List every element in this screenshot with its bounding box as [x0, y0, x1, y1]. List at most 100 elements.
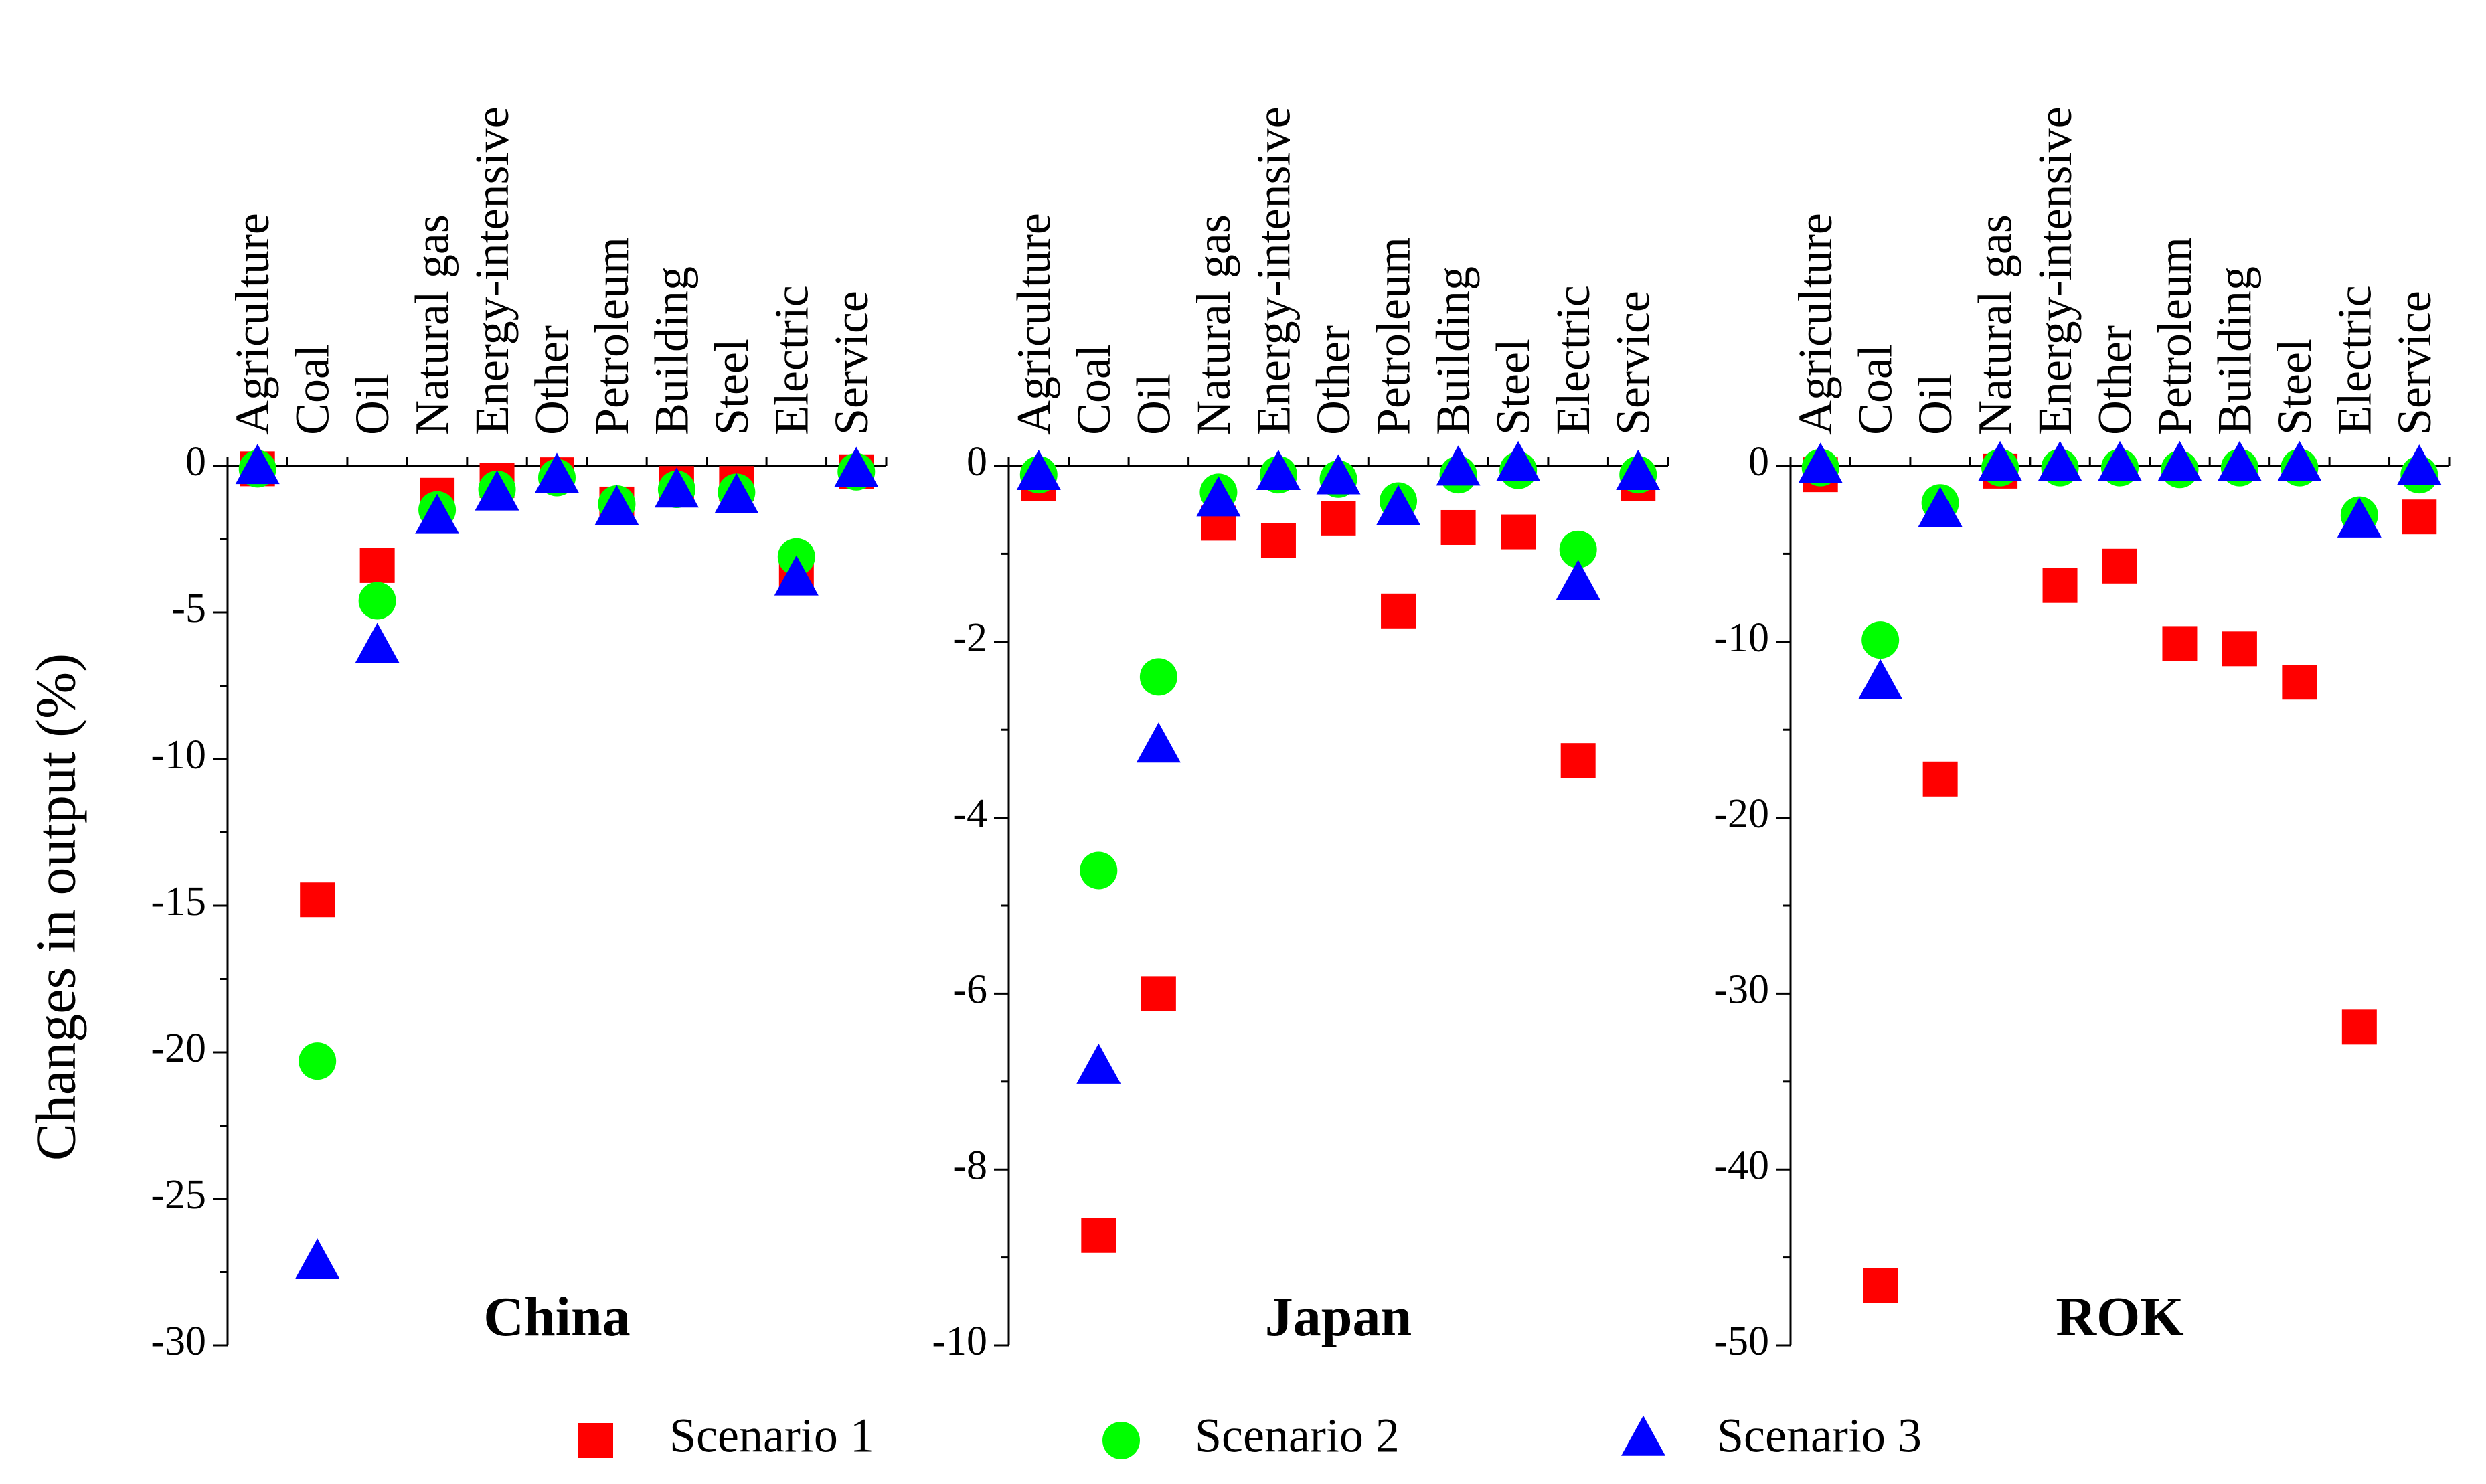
y-tick-label: -30 — [151, 1319, 206, 1364]
data-point — [535, 452, 579, 493]
data-point — [2102, 548, 2137, 584]
data-point — [2341, 1009, 2377, 1045]
data-point — [2162, 626, 2198, 661]
category-label: Steel — [2268, 339, 2321, 435]
data-point — [2042, 568, 2078, 603]
legend-label: Scenario 3 — [1717, 1409, 1922, 1463]
category-label: Petroleum — [1367, 237, 1420, 435]
data-point — [355, 623, 400, 663]
y-tick-label: -10 — [151, 732, 206, 778]
category-label: Other — [1307, 325, 1360, 435]
legend-item: Scenario 1 — [578, 1409, 874, 1463]
category-label: Coal — [1067, 344, 1121, 435]
panel-title: Japan — [1265, 1286, 1412, 1348]
category-label: Building — [2208, 266, 2261, 435]
category-label: Electric — [2327, 285, 2381, 435]
data-point — [1559, 530, 1597, 568]
data-point — [235, 444, 280, 485]
y-tick-label: -20 — [151, 1025, 206, 1071]
data-point — [475, 470, 519, 511]
y-tick-label: -8 — [952, 1143, 987, 1188]
category-label: Oil — [1127, 374, 1180, 435]
panel-title: ROK — [2056, 1286, 2183, 1348]
data-point — [2397, 444, 2442, 485]
y-tick-label: -50 — [1714, 1319, 1769, 1364]
y-tick-label: -30 — [1714, 967, 1769, 1013]
category-label: Building — [645, 266, 698, 435]
data-point — [1436, 445, 1481, 486]
data-point — [1376, 485, 1421, 525]
data-point — [2282, 665, 2317, 700]
category-label: Other — [2088, 325, 2142, 435]
category-label: Electric — [1546, 285, 1600, 435]
data-point — [1196, 476, 1241, 517]
category-label: Natural gas — [1187, 214, 1240, 435]
legend-marker — [578, 1423, 613, 1458]
data-point — [1260, 523, 1296, 558]
category-label: Building — [1426, 266, 1480, 435]
data-point — [714, 473, 759, 513]
panel-title: China — [483, 1286, 630, 1348]
data-point — [1501, 514, 1536, 550]
data-point — [654, 467, 699, 508]
y-tick-label: 0 — [185, 439, 206, 485]
data-point — [299, 1042, 337, 1080]
data-point — [300, 882, 335, 918]
y-tick-label: 0 — [1748, 439, 1769, 485]
data-point — [1556, 560, 1600, 600]
category-label: Natural gas — [1969, 214, 2022, 435]
data-point — [1560, 743, 1596, 778]
y-tick-label: -15 — [151, 879, 206, 924]
y-tick-label: -10 — [932, 1319, 987, 1364]
category-label: Petroleum — [585, 237, 639, 435]
category-label: Agriculture — [1789, 213, 1842, 435]
data-point — [834, 446, 879, 487]
category-label: Oil — [1908, 374, 1962, 435]
category-label: Agriculture — [1007, 213, 1060, 435]
data-point — [295, 1238, 340, 1279]
data-point — [1440, 509, 1476, 545]
data-point — [1978, 440, 2023, 481]
legend-marker — [1621, 1415, 1665, 1456]
data-point — [358, 582, 396, 620]
data-point — [1141, 976, 1176, 1011]
data-point — [1080, 851, 1118, 890]
data-point — [1861, 621, 1900, 659]
category-label: Petroleum — [2148, 237, 2202, 435]
data-point — [1076, 1043, 1121, 1084]
data-point — [2038, 440, 2082, 481]
data-point — [2337, 497, 2382, 538]
category-label: Steel — [1487, 339, 1540, 435]
data-point — [1496, 440, 1541, 481]
panel-japan: 0 -2 -4 -6 -8 -10 Agriculture Coal Oil Natural ga… — [932, 106, 1669, 1364]
category-label: Energy-intensive — [1246, 106, 1300, 435]
category-label: Energy-intensive — [2028, 106, 2082, 435]
category-label: Energy-intensive — [465, 106, 519, 435]
panel-rok: 0 -10 -20 -30 -40 -50 Agriculture Coal Oil Natura… — [1714, 106, 2451, 1364]
data-point — [2402, 499, 2437, 535]
category-label: Electric — [764, 285, 818, 435]
legend-item: Scenario 2 — [1102, 1409, 1400, 1463]
category-label: Service — [1606, 291, 1660, 435]
data-point — [1863, 1268, 1898, 1303]
category-label: Service — [2388, 291, 2441, 435]
data-point — [1381, 593, 1416, 629]
data-point — [594, 485, 639, 525]
data-point — [1316, 454, 1361, 495]
y-tick-label: -10 — [1714, 615, 1769, 661]
data-point — [2277, 440, 2322, 481]
y-tick-label: -6 — [952, 967, 987, 1013]
y-tick-label: -20 — [1714, 791, 1769, 837]
data-point — [2217, 440, 2262, 481]
data-point — [1081, 1218, 1116, 1253]
y-tick-label: -2 — [952, 615, 987, 661]
data-point — [415, 493, 460, 534]
y-tick-label: -40 — [1714, 1143, 1769, 1188]
y-tick-label: -5 — [171, 586, 206, 631]
y-tick-label: -25 — [151, 1172, 206, 1218]
category-label: Coal — [1849, 344, 1902, 435]
data-point — [1616, 449, 1661, 490]
data-point — [1798, 442, 1843, 483]
